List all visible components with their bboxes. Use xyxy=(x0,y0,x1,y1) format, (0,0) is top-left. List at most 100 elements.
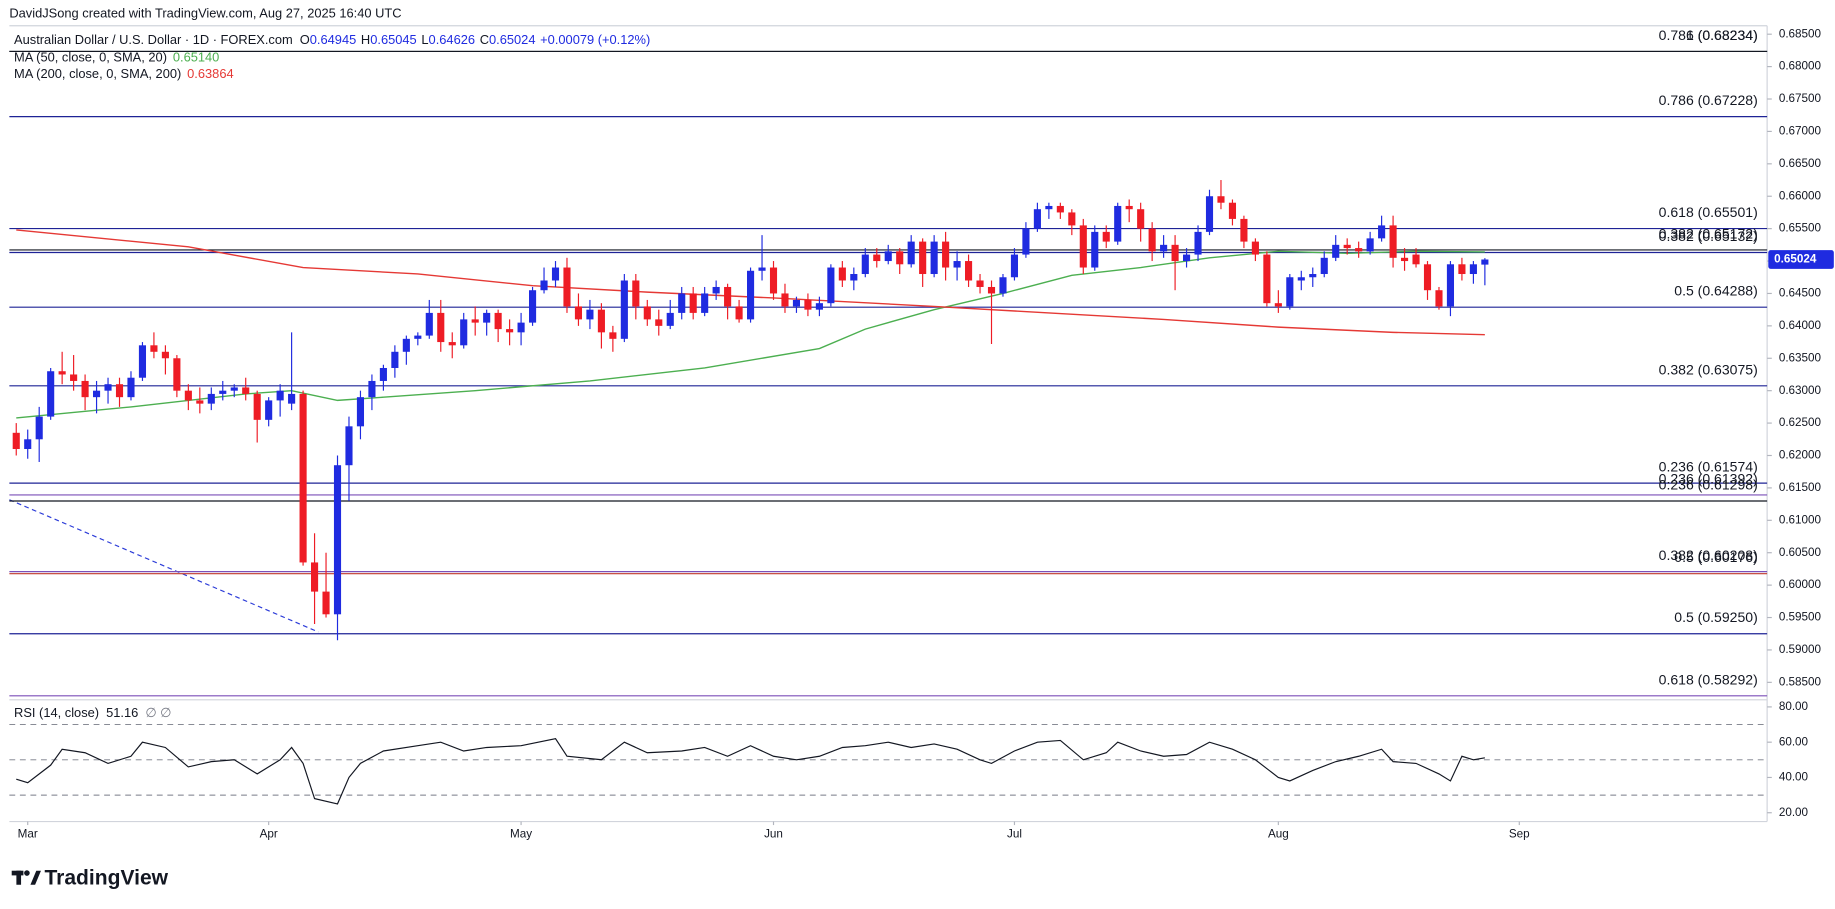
candle-body xyxy=(551,267,560,281)
logo-part xyxy=(30,870,41,885)
candle-body xyxy=(792,299,801,307)
candle-body xyxy=(58,371,66,375)
candle-body xyxy=(494,312,502,330)
candle-body xyxy=(1400,257,1409,262)
y-tick-label: 0.66500 xyxy=(1779,157,1822,170)
candle-body xyxy=(437,312,445,343)
candle-body xyxy=(896,251,904,265)
candle-body xyxy=(35,416,43,440)
fib-label: 0.382 (0.63075) xyxy=(1659,361,1758,377)
x-tick-label: Mar xyxy=(18,828,38,841)
y-tick-label: 0.59000 xyxy=(1779,643,1822,656)
candle-body xyxy=(678,293,686,313)
candle-body xyxy=(1412,254,1420,265)
candle-body xyxy=(1355,248,1363,252)
symbol: Australian Dollar / U.S. Dollar · 1D · F… xyxy=(14,32,293,47)
candle-body xyxy=(1022,228,1030,255)
candle-body xyxy=(1481,259,1489,265)
candle-body xyxy=(322,591,330,615)
y-tick-label: 0.63500 xyxy=(1779,351,1822,364)
candle-body xyxy=(1228,202,1237,219)
header: DavidJSong created with TradingView.com,… xyxy=(9,5,401,20)
candle-body xyxy=(368,380,376,398)
fib-label: 0.786 (0.68234) xyxy=(1659,27,1758,43)
y-tick-label: 0.68500 xyxy=(1779,27,1822,40)
candle-body xyxy=(804,299,812,310)
candle-body xyxy=(1056,205,1064,213)
o-value: 0.64945 xyxy=(310,32,356,47)
candle-body xyxy=(529,290,537,323)
candle-body xyxy=(1205,196,1214,232)
candle-body xyxy=(127,377,135,398)
candle-body xyxy=(586,309,594,320)
candle-body xyxy=(242,387,250,394)
fib-label: 0.236 (0.61392) xyxy=(1659,470,1758,486)
candle-body xyxy=(620,280,628,339)
candle-body xyxy=(115,384,124,398)
candle-body xyxy=(483,312,491,323)
candle-body xyxy=(207,393,215,404)
y-tick-label: 0.60000 xyxy=(1779,578,1822,591)
candle-body xyxy=(81,380,89,398)
candle-body xyxy=(173,358,181,391)
candle-body xyxy=(689,293,697,313)
fib-label: 0.5 (0.64288) xyxy=(1674,283,1757,299)
candle-body xyxy=(873,254,881,262)
ma-value: 0.63864 xyxy=(187,66,233,81)
candle-body xyxy=(907,241,915,265)
candle-body xyxy=(930,241,938,275)
y-tick-label: 0.62000 xyxy=(1779,449,1822,462)
candle-body xyxy=(506,329,514,333)
y-tick-label: 0.67000 xyxy=(1779,125,1822,138)
fib-label: 0.382 (0.60208) xyxy=(1659,547,1758,563)
candle-body xyxy=(769,267,778,294)
frame xyxy=(9,25,1768,823)
candle-body xyxy=(1263,254,1271,304)
candle-body xyxy=(253,393,261,420)
ma-value: 0.65140 xyxy=(173,50,219,65)
candle-body xyxy=(138,345,147,378)
candle-body xyxy=(311,562,319,592)
candle-body xyxy=(1378,225,1386,239)
candle-body xyxy=(850,274,858,281)
logo-part xyxy=(24,870,30,876)
candle-body xyxy=(1469,264,1477,275)
candle-body xyxy=(1137,209,1145,229)
candle-body xyxy=(758,267,766,271)
candle-body xyxy=(356,397,365,427)
ma-name: MA (50, close, 0, SMA, 20) xyxy=(14,50,167,65)
c-label: C xyxy=(480,32,489,47)
candle-body xyxy=(1286,277,1294,307)
candle-body xyxy=(93,390,101,398)
candle-body xyxy=(999,277,1007,294)
candle-body xyxy=(1458,264,1466,275)
c-value: 0.65024 xyxy=(489,32,535,47)
candle-body xyxy=(517,322,525,333)
y-tick-label: 0.61000 xyxy=(1779,513,1822,526)
h-value: 0.65045 xyxy=(370,32,416,47)
logo-part xyxy=(16,870,22,885)
candle-body xyxy=(953,261,961,268)
candle-body xyxy=(161,351,169,359)
candle-body xyxy=(471,319,479,323)
candle-body xyxy=(1217,196,1225,203)
trend-line xyxy=(9,499,319,633)
candle-body xyxy=(1297,277,1305,281)
l-label: L xyxy=(421,32,428,47)
y-tick-label: 0.65500 xyxy=(1779,222,1822,235)
candle-body xyxy=(540,280,548,291)
candle-body xyxy=(1091,231,1099,268)
candle-body xyxy=(184,390,192,401)
l-value: 0.64626 xyxy=(429,32,475,47)
candle-body xyxy=(1332,244,1340,258)
fib-label: 0.236 (0.61574) xyxy=(1659,459,1758,475)
candle-body xyxy=(288,393,296,404)
candle-body xyxy=(150,345,158,352)
candle-body xyxy=(1274,303,1282,307)
candle-body xyxy=(563,267,571,307)
candle-body xyxy=(391,351,399,368)
candle-body xyxy=(1079,225,1087,268)
rsi-tick-label: 80.00 xyxy=(1779,700,1809,713)
candle-body xyxy=(1343,244,1351,249)
